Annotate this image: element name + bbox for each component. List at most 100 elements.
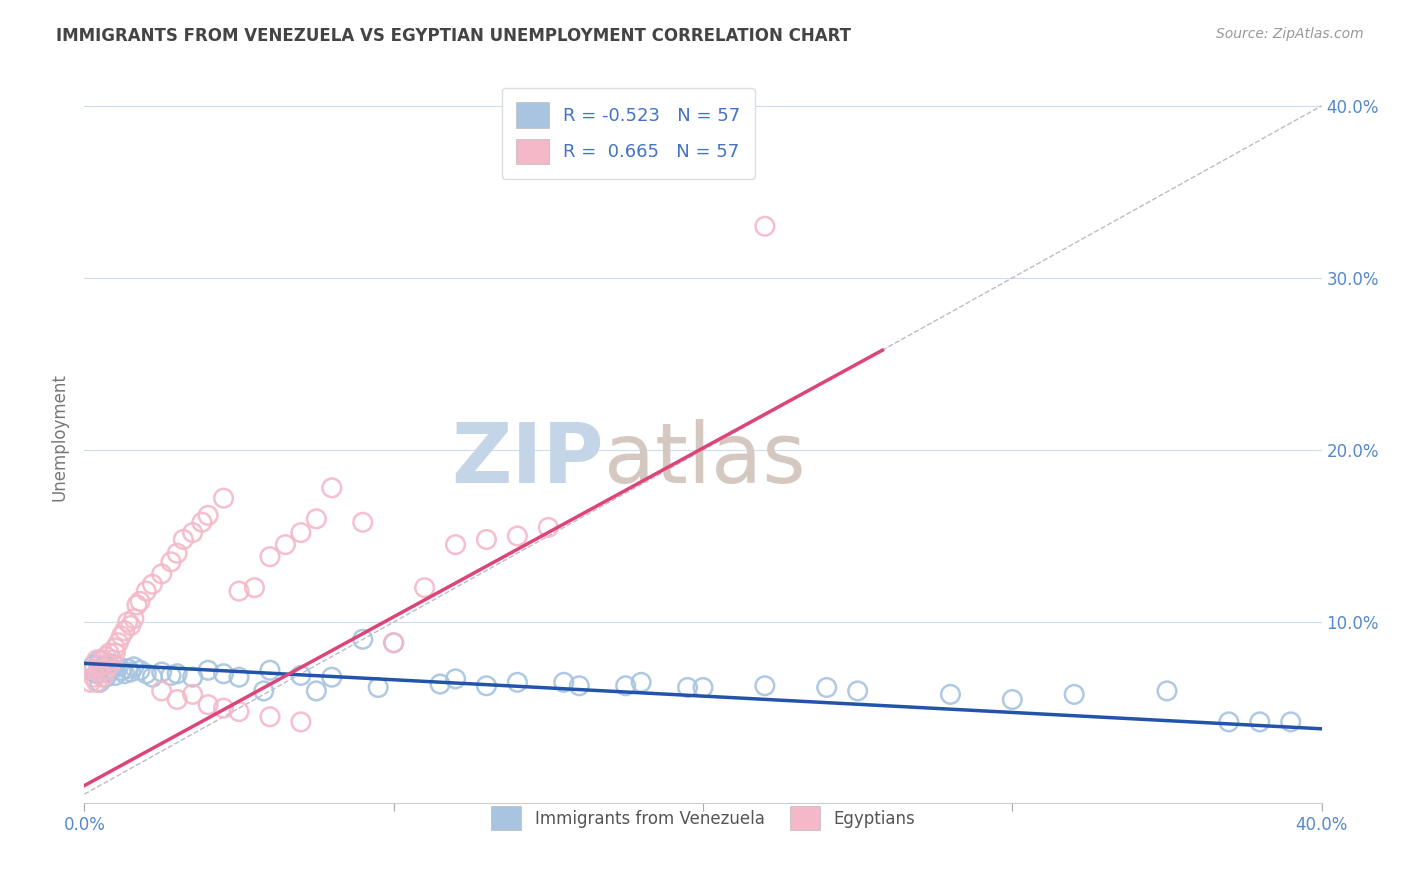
Point — [1279, 714, 1302, 729]
Point — [243, 581, 266, 595]
Point — [125, 598, 148, 612]
Point — [83, 663, 105, 677]
Point — [83, 670, 105, 684]
Point — [1218, 714, 1240, 729]
Point — [141, 670, 163, 684]
Point — [141, 577, 163, 591]
Point — [135, 584, 157, 599]
Point — [676, 681, 699, 695]
Point — [506, 675, 529, 690]
Point — [122, 612, 145, 626]
Point — [181, 687, 204, 701]
Point — [181, 525, 204, 540]
Text: IMMIGRANTS FROM VENEZUELA VS EGYPTIAN UNEMPLOYMENT CORRELATION CHART: IMMIGRANTS FROM VENEZUELA VS EGYPTIAN UN… — [56, 27, 851, 45]
Point — [98, 658, 121, 673]
Point — [846, 684, 869, 698]
Point — [1156, 684, 1178, 698]
Point — [367, 681, 389, 695]
Point — [135, 666, 157, 681]
Point — [259, 663, 281, 677]
Point — [104, 646, 127, 660]
Point — [537, 520, 560, 534]
Point — [101, 662, 124, 676]
Point — [197, 698, 219, 712]
Point — [150, 665, 173, 679]
Point — [89, 658, 111, 673]
Point — [382, 636, 405, 650]
Point — [181, 670, 204, 684]
Point — [475, 533, 498, 547]
Point — [191, 516, 214, 530]
Point — [104, 668, 127, 682]
Point — [444, 538, 467, 552]
Point — [129, 663, 152, 677]
Point — [172, 533, 194, 547]
Legend: Immigrants from Venezuela, Egyptians: Immigrants from Venezuela, Egyptians — [484, 798, 922, 838]
Point — [117, 615, 139, 629]
Point — [98, 657, 121, 671]
Point — [86, 675, 108, 690]
Point — [160, 668, 183, 682]
Point — [91, 670, 114, 684]
Point — [104, 658, 127, 673]
Point — [413, 581, 436, 595]
Point — [94, 649, 117, 664]
Point — [101, 653, 124, 667]
Point — [114, 624, 136, 638]
Y-axis label: Unemployment: Unemployment — [51, 373, 69, 501]
Point — [86, 653, 108, 667]
Point — [939, 687, 962, 701]
Point — [212, 491, 235, 505]
Point — [117, 662, 139, 676]
Point — [305, 684, 328, 698]
Point — [614, 679, 637, 693]
Point — [120, 665, 142, 679]
Point — [89, 675, 111, 690]
Point — [290, 714, 312, 729]
Point — [475, 679, 498, 693]
Point — [259, 549, 281, 564]
Point — [166, 546, 188, 560]
Point — [568, 679, 591, 693]
Point — [444, 672, 467, 686]
Point — [253, 684, 276, 698]
Point — [104, 640, 127, 655]
Point — [630, 675, 652, 690]
Point — [150, 566, 173, 581]
Point — [321, 670, 343, 684]
Point — [166, 666, 188, 681]
Point — [382, 636, 405, 650]
Point — [290, 668, 312, 682]
Point — [1063, 687, 1085, 701]
Text: ZIP: ZIP — [451, 418, 605, 500]
Point — [79, 663, 101, 677]
Point — [197, 663, 219, 677]
Point — [160, 555, 183, 569]
Point — [1249, 714, 1271, 729]
Point — [506, 529, 529, 543]
Point — [754, 679, 776, 693]
Point — [114, 666, 136, 681]
Point — [228, 670, 250, 684]
Point — [86, 666, 108, 681]
Point — [79, 675, 101, 690]
Text: atlas: atlas — [605, 418, 806, 500]
Point — [290, 525, 312, 540]
Point — [94, 663, 117, 677]
Point — [94, 663, 117, 677]
Point — [122, 660, 145, 674]
Point — [553, 675, 575, 690]
Point — [107, 660, 129, 674]
Point — [429, 677, 451, 691]
Point — [94, 670, 117, 684]
Point — [98, 646, 121, 660]
Point — [212, 666, 235, 681]
Text: Source: ZipAtlas.com: Source: ZipAtlas.com — [1216, 27, 1364, 41]
Point — [166, 692, 188, 706]
Point — [212, 701, 235, 715]
Point — [754, 219, 776, 234]
Point — [352, 632, 374, 647]
Point — [259, 710, 281, 724]
Point — [89, 653, 111, 667]
Point — [89, 666, 111, 681]
